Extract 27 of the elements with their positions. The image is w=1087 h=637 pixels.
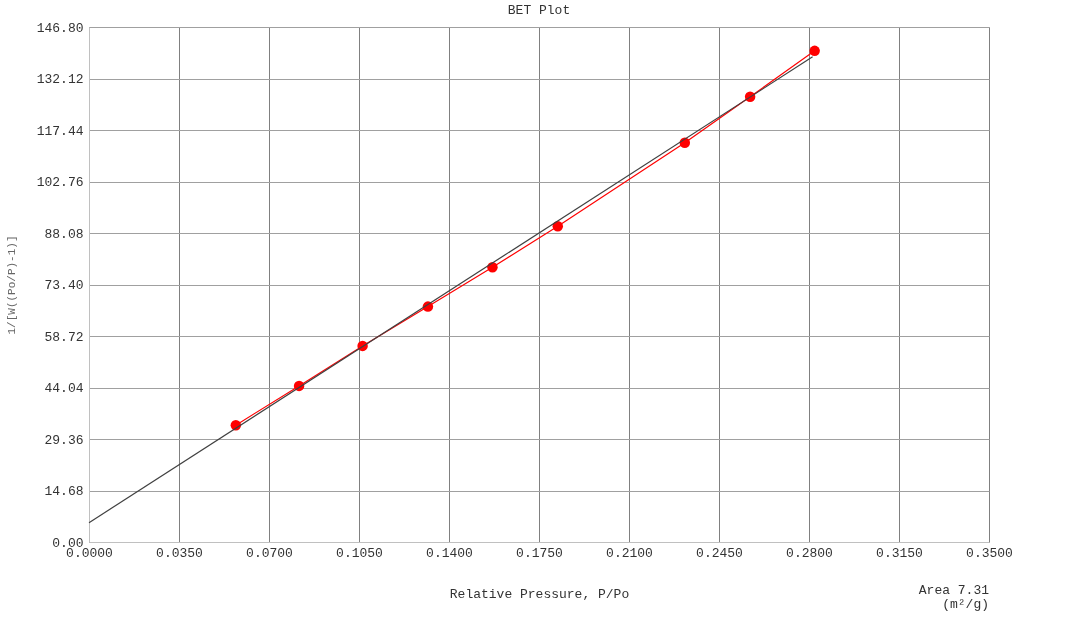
point xyxy=(809,45,820,57)
x-tick-label: 0.3500 xyxy=(966,545,1013,561)
x-tick-label: 0.0000 xyxy=(66,545,113,561)
x-tick-label: 0.0700 xyxy=(246,545,293,561)
x-tick-label: 0.1750 xyxy=(516,545,563,561)
y-tick-label: 146.80 xyxy=(36,20,84,36)
chart-title: BET Plot xyxy=(507,3,571,18)
x-tick-label: 0.1400 xyxy=(426,545,473,561)
y-tick-label: 44.04 xyxy=(44,381,84,396)
y-tick-label: 102.76 xyxy=(36,175,84,190)
x-tick-label: 0.2100 xyxy=(606,545,653,561)
x-tick-label: 0.0350 xyxy=(156,545,203,561)
x-tick-label: 0.1050 xyxy=(336,545,383,561)
y-tick-label: 29.36 xyxy=(44,432,84,448)
x-tick-label: 0.3150 xyxy=(876,545,923,561)
y-tick-label: 58.72 xyxy=(44,329,84,345)
y-tick-label: 73.40 xyxy=(44,278,84,293)
x-tick-label: 0.2800 xyxy=(786,545,833,561)
x-axis-title: Relative Pressure, P/Po xyxy=(449,586,630,602)
y-tick-label: 132.12 xyxy=(36,72,84,87)
y-tick-label: 14.68 xyxy=(44,484,84,499)
y-tick-label: 88.08 xyxy=(44,226,84,242)
y-axis-title: 1/[W((Po/P)-1)] xyxy=(5,235,18,335)
x-tick-label: 0.2450 xyxy=(696,545,743,561)
y-tick-label: 117.44 xyxy=(36,123,84,139)
point xyxy=(552,221,564,232)
text: Area 7.31 (m²/g) xyxy=(918,583,990,612)
